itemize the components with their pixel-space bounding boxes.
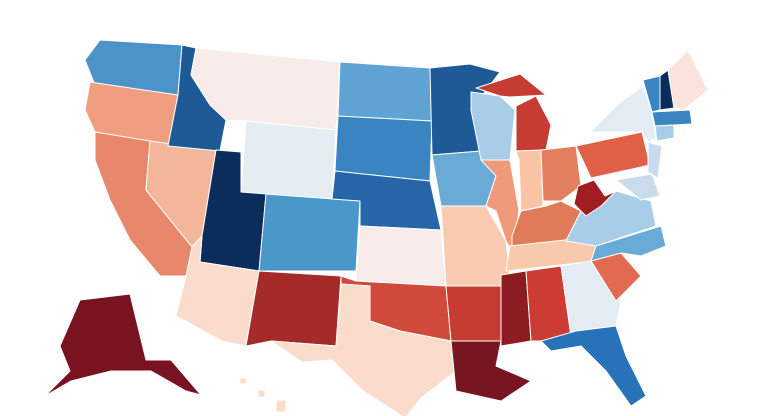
state-ar bbox=[445, 285, 507, 342]
state-in bbox=[515, 149, 544, 212]
state-fl bbox=[540, 325, 647, 407]
state-wv bbox=[573, 179, 617, 217]
state-hi bbox=[275, 399, 287, 413]
state-oh bbox=[540, 145, 582, 202]
state-nj bbox=[647, 141, 663, 179]
state-wy bbox=[240, 120, 337, 202]
state-nm bbox=[245, 270, 342, 347]
state-mi bbox=[475, 73, 547, 98]
state-ct bbox=[654, 124, 675, 142]
state-me bbox=[667, 49, 709, 111]
state-nc bbox=[590, 225, 667, 262]
state-hi bbox=[239, 377, 247, 385]
state-co bbox=[258, 193, 361, 272]
state-ma bbox=[651, 109, 693, 127]
state-sd bbox=[334, 115, 433, 182]
state-tx bbox=[270, 283, 457, 416]
state-il bbox=[480, 159, 520, 252]
state-pa bbox=[575, 131, 651, 179]
state-ks bbox=[355, 225, 447, 287]
states-layer bbox=[44, 39, 709, 416]
state-nd bbox=[337, 61, 433, 122]
state-la bbox=[450, 340, 532, 402]
state-mi bbox=[515, 95, 552, 152]
state-ny bbox=[589, 85, 657, 143]
state-md bbox=[615, 173, 661, 201]
state-ak bbox=[44, 293, 202, 397]
state-hi bbox=[257, 389, 266, 398]
